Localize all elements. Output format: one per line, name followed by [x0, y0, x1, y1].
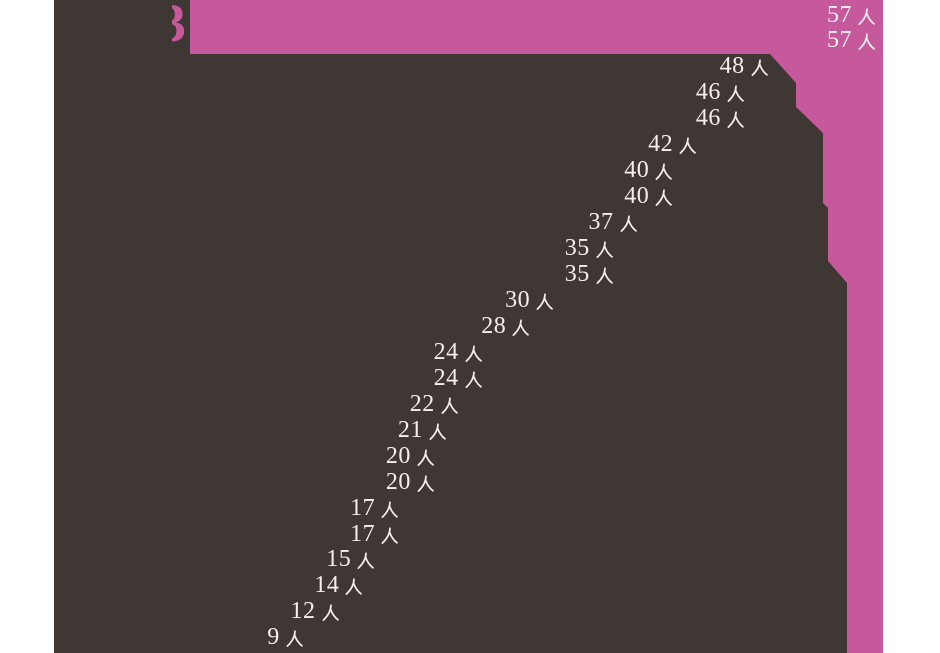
silhouette-path	[54, 0, 847, 653]
